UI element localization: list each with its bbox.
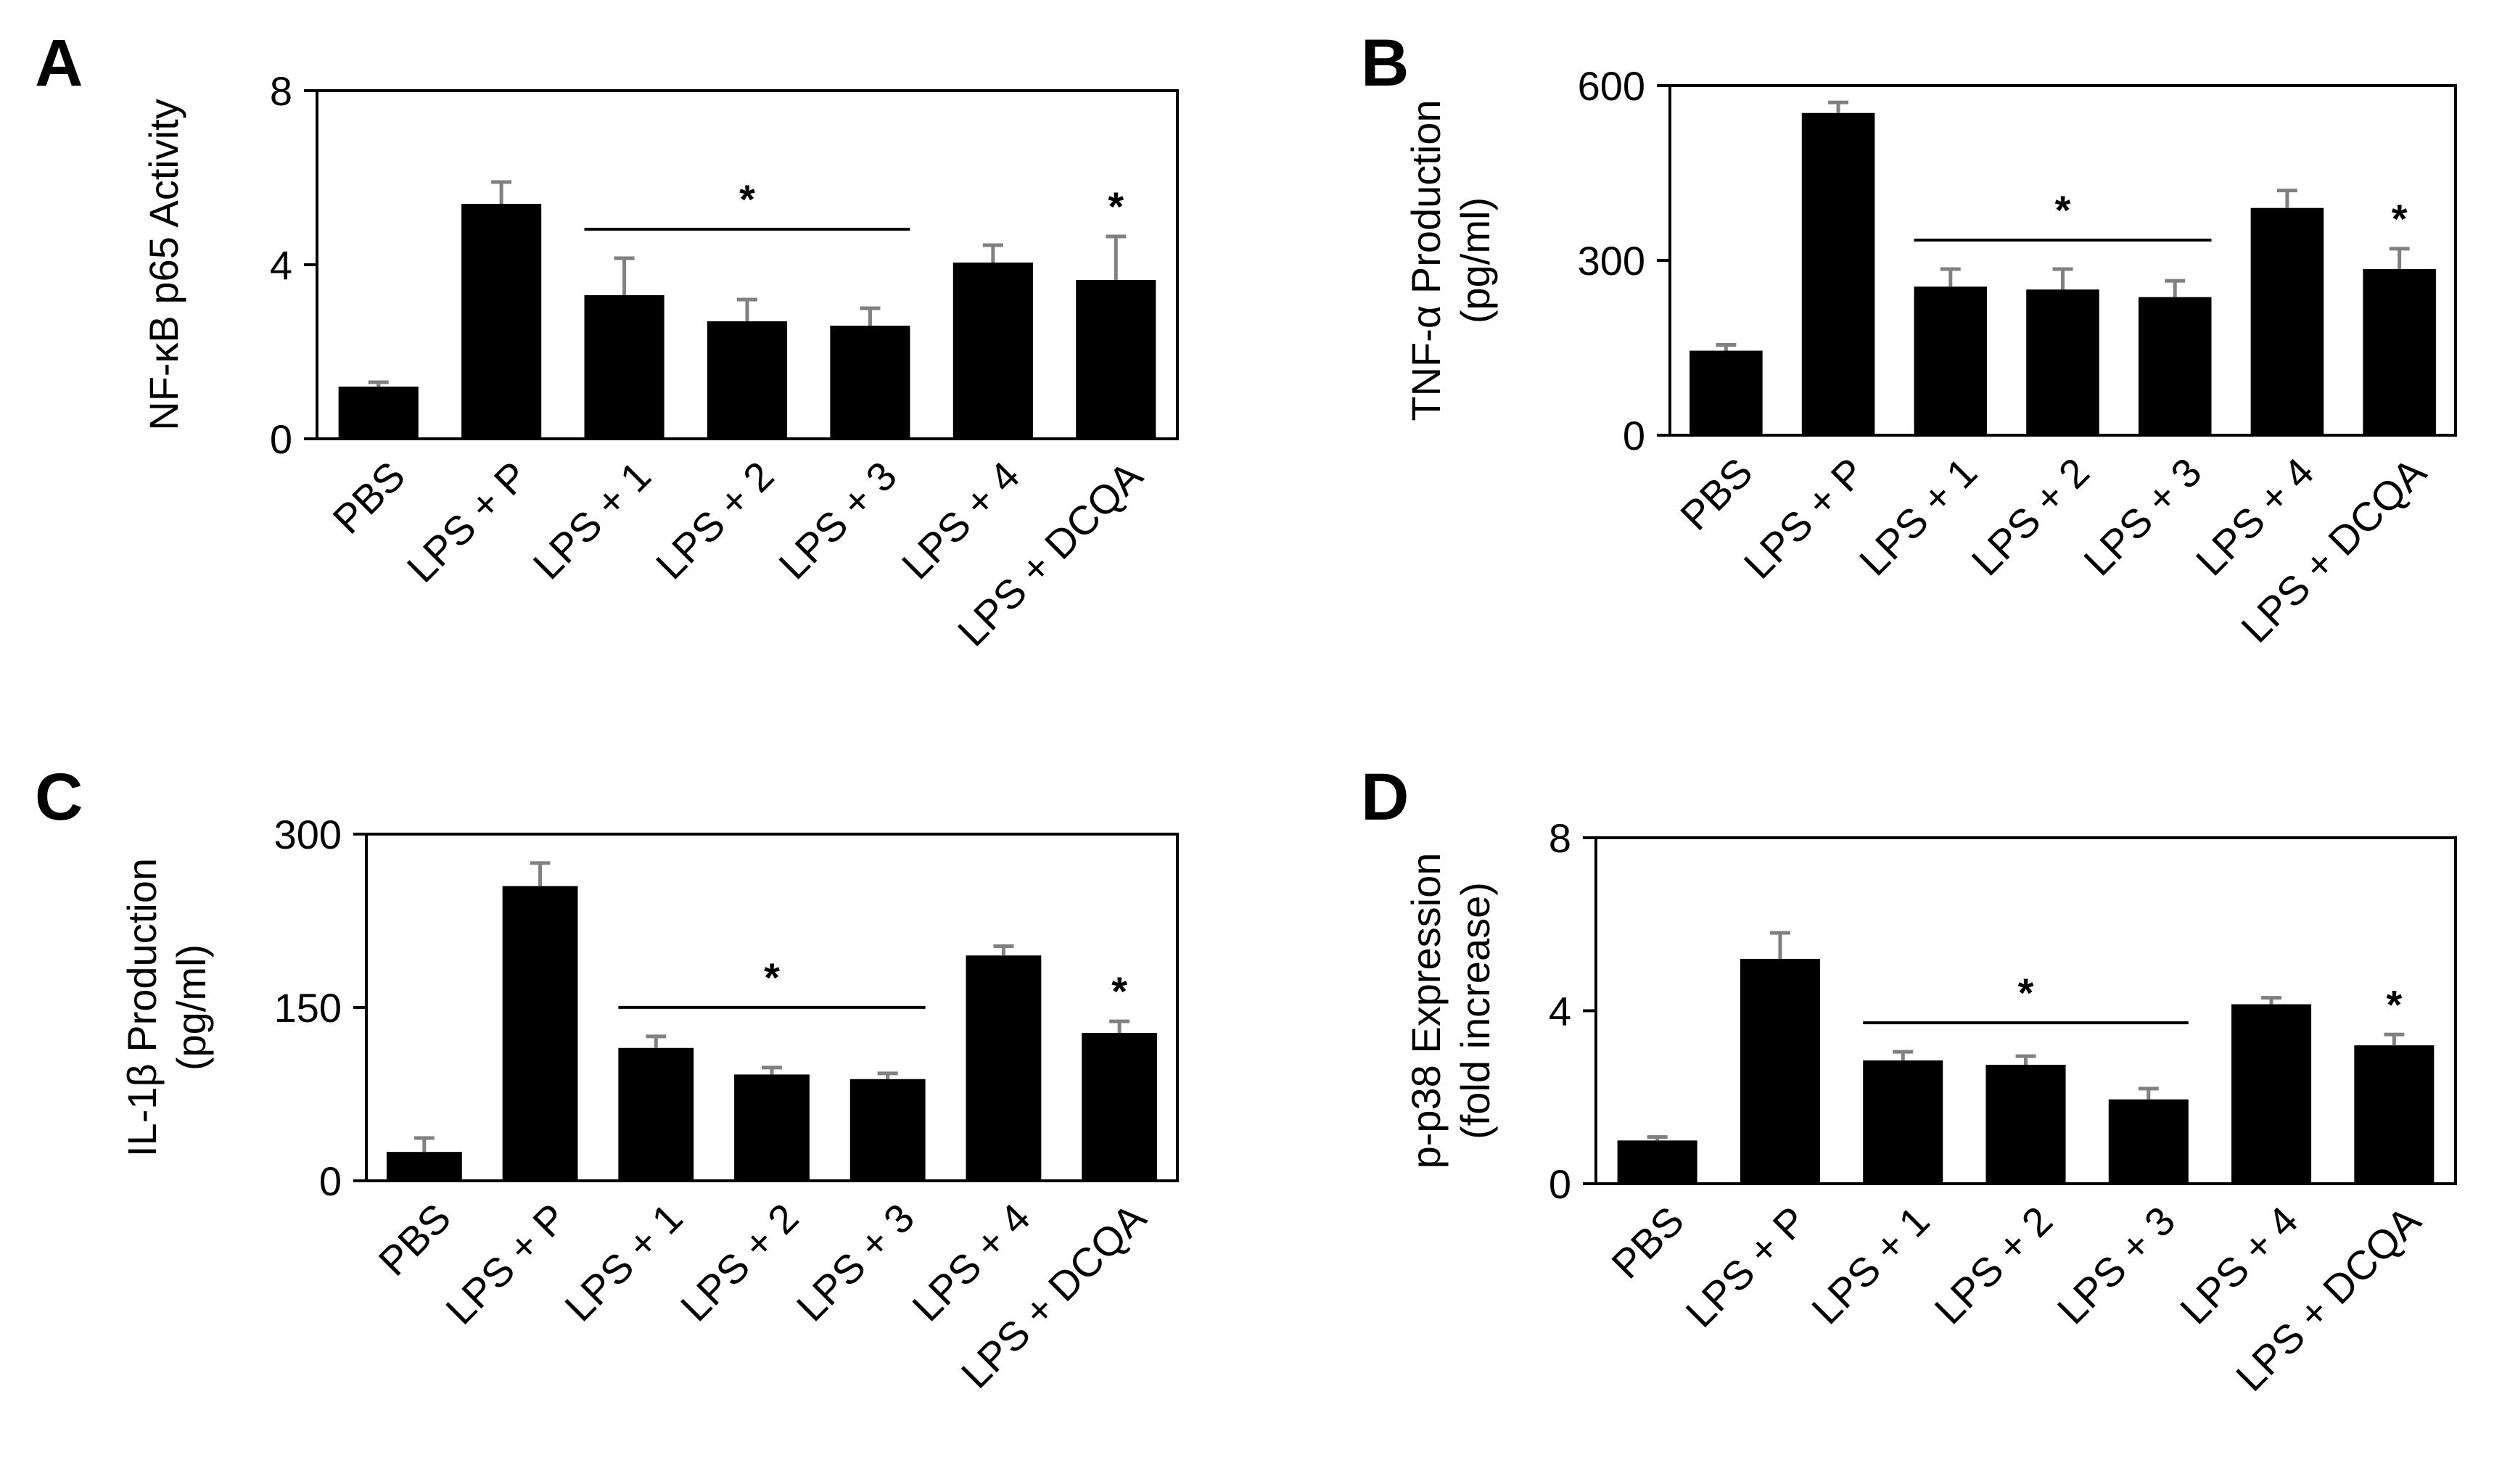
bar bbox=[734, 1074, 810, 1181]
significance-star: * bbox=[2018, 970, 2034, 1015]
y-tick-label: 600 bbox=[1578, 63, 1645, 109]
bar bbox=[2250, 207, 2324, 435]
y-axis-title: (fold increase) bbox=[1452, 882, 1498, 1139]
significance-star: * bbox=[1108, 184, 1124, 229]
category-label: LPS + 2 bbox=[672, 1195, 807, 1330]
y-tick-label: 0 bbox=[1549, 1161, 1571, 1207]
y-tick-label: 8 bbox=[1549, 815, 1571, 861]
category-label: LPS + 1 bbox=[524, 453, 660, 588]
bar bbox=[2231, 1004, 2312, 1184]
bar bbox=[966, 955, 1042, 1181]
category-label: LPS + P bbox=[1735, 449, 1874, 588]
category-label: LPS + 3 bbox=[2049, 1197, 2184, 1333]
bar bbox=[1690, 350, 1763, 435]
significance-star: * bbox=[1111, 968, 1127, 1014]
category-label: LPS + 2 bbox=[1962, 449, 2098, 585]
bar bbox=[461, 204, 542, 439]
category-label: LPS + 2 bbox=[1925, 1197, 2061, 1333]
panel-letter-b: B bbox=[1361, 26, 1409, 100]
bar bbox=[952, 263, 1033, 439]
category-label: LPS + P bbox=[1676, 1197, 1815, 1336]
bar bbox=[707, 321, 788, 439]
y-axis-title: p-p38 Expression bbox=[1403, 853, 1449, 1169]
bar bbox=[830, 326, 910, 439]
y-tick-label: 0 bbox=[319, 1158, 342, 1204]
bar bbox=[2138, 297, 2212, 435]
category-label: LPS + 1 bbox=[1851, 449, 1986, 585]
category-label: LPS + 3 bbox=[770, 453, 905, 588]
y-tick-label: 4 bbox=[1549, 989, 1571, 1034]
bar bbox=[502, 886, 578, 1181]
category-label: LPS + P bbox=[437, 1195, 575, 1333]
category-label: PBS bbox=[370, 1195, 460, 1285]
category-label: LPS + 1 bbox=[1803, 1197, 1938, 1333]
significance-star: * bbox=[739, 176, 755, 222]
bar bbox=[1914, 287, 1988, 435]
category-label: LPS + 3 bbox=[788, 1195, 923, 1330]
bar bbox=[1740, 958, 1820, 1184]
y-tick-label: 0 bbox=[270, 416, 292, 462]
panel-letter-d: D bbox=[1361, 760, 1409, 834]
bar bbox=[2026, 289, 2099, 435]
bar bbox=[618, 1047, 694, 1181]
y-axis-title: TNF-α Production bbox=[1403, 99, 1449, 421]
y-axis-title: (pg/ml) bbox=[168, 944, 214, 1071]
category-label: LPS + 1 bbox=[556, 1195, 691, 1330]
significance-star: * bbox=[2392, 196, 2408, 242]
y-tick-label: 0 bbox=[1623, 413, 1645, 458]
category-label: LPS + 3 bbox=[2075, 449, 2210, 585]
bar bbox=[1801, 112, 1875, 436]
panel-letter-a: A bbox=[35, 26, 83, 100]
bar bbox=[2363, 269, 2436, 435]
bar bbox=[2108, 1099, 2189, 1184]
category-label: LPS + 2 bbox=[647, 453, 783, 588]
category-label: LPS + P bbox=[398, 453, 537, 591]
bar bbox=[849, 1079, 926, 1181]
category-label: PBS bbox=[324, 453, 413, 543]
significance-star: * bbox=[2386, 981, 2402, 1027]
bar bbox=[2354, 1045, 2435, 1184]
y-tick-label: 4 bbox=[270, 242, 292, 288]
y-axis-title: (pg/ml) bbox=[1452, 197, 1498, 323]
panel-letter-c: C bbox=[35, 760, 83, 834]
category-label: PBS bbox=[1671, 449, 1761, 539]
y-tick-label: 150 bbox=[274, 985, 342, 1031]
y-tick-label: 300 bbox=[274, 812, 342, 857]
bar bbox=[1863, 1060, 1943, 1184]
bar bbox=[1082, 1033, 1158, 1181]
bar bbox=[1985, 1065, 2066, 1184]
y-tick-label: 300 bbox=[1578, 238, 1645, 284]
significance-star: * bbox=[2055, 187, 2071, 233]
bar bbox=[338, 387, 419, 439]
significance-star: * bbox=[764, 955, 780, 1000]
bar bbox=[584, 295, 664, 439]
bar bbox=[1617, 1140, 1697, 1184]
y-tick-label: 8 bbox=[270, 68, 292, 114]
y-axis-title: NF-κB p65 Activity bbox=[141, 99, 186, 430]
bar bbox=[1076, 280, 1156, 439]
y-axis-title: IL-1β Production bbox=[119, 858, 165, 1157]
bar bbox=[386, 1152, 462, 1181]
category-label: PBS bbox=[1602, 1197, 1692, 1287]
